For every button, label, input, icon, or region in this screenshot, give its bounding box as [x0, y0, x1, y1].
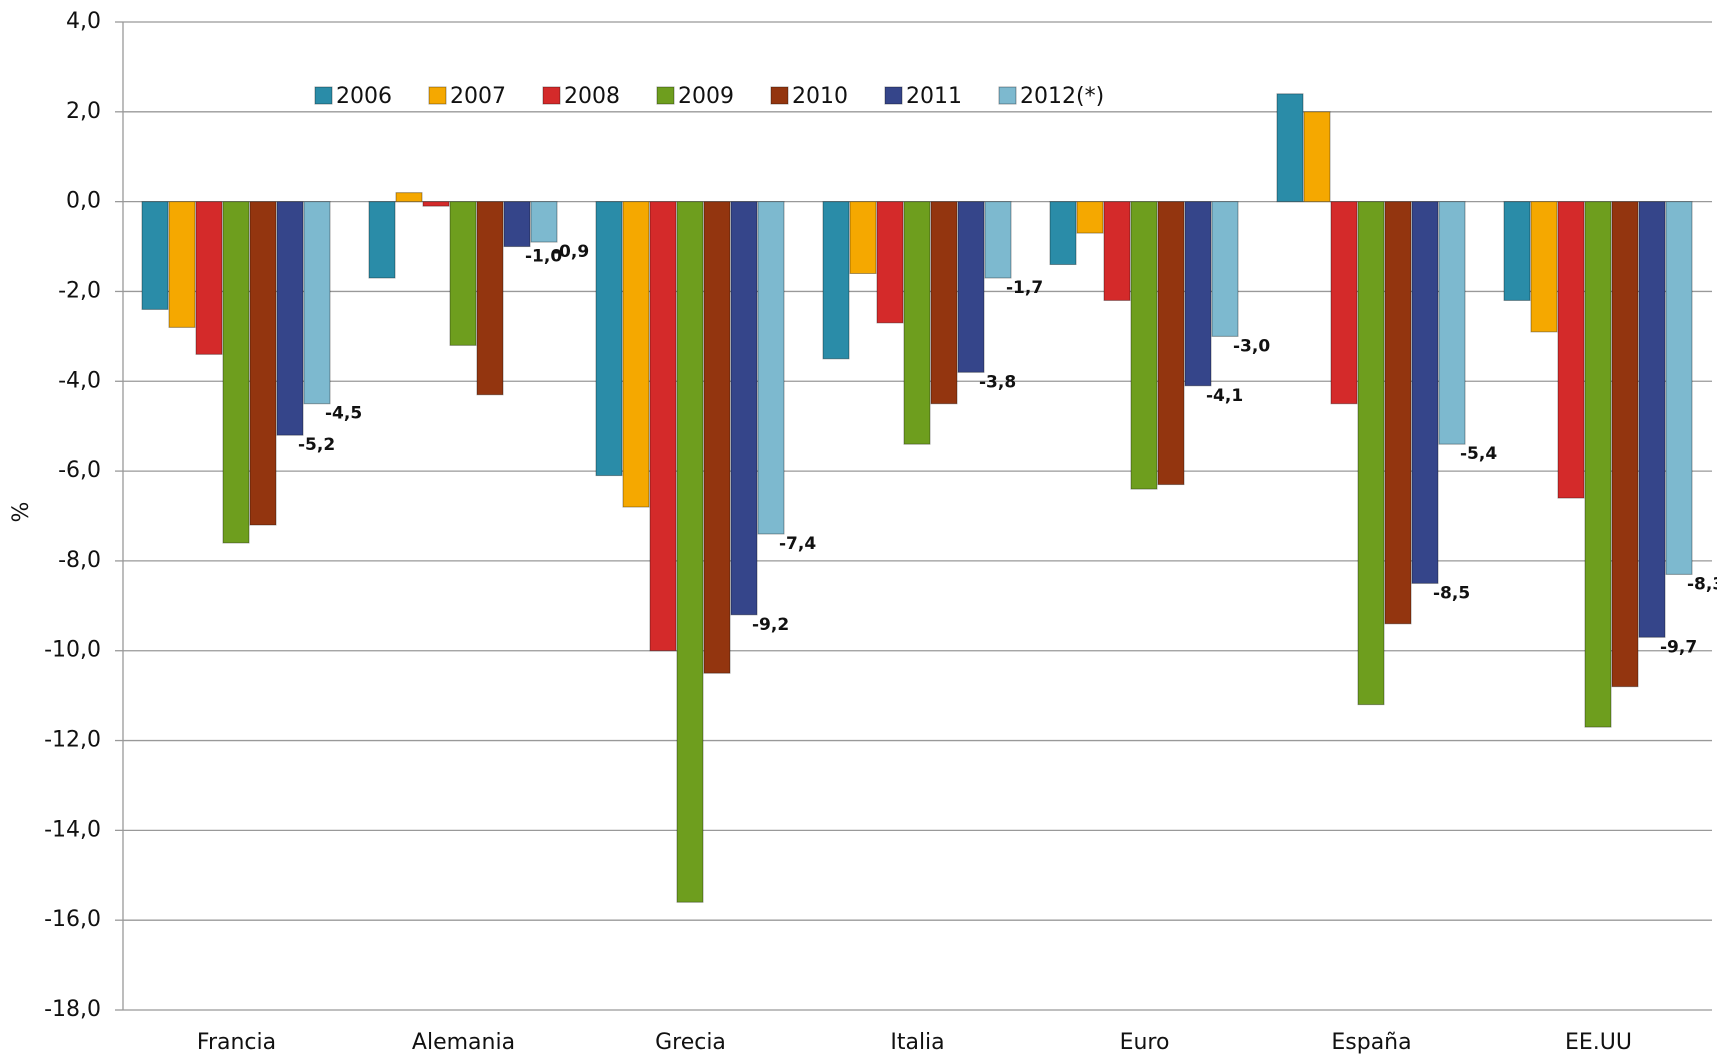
- bar: [622, 201, 650, 508]
- bar: [303, 201, 331, 405]
- x-tick-label: Alemania: [412, 1030, 515, 1055]
- data-label: -1,7: [1006, 278, 1043, 298]
- y-tick-label: 0,0: [66, 189, 101, 214]
- legend-label: 2012(*): [1020, 84, 1104, 109]
- legend-swatch: [656, 86, 675, 105]
- bar: [168, 201, 196, 328]
- bar: [222, 201, 250, 544]
- legend-label: 2011: [906, 84, 962, 109]
- legend-label: 2009: [678, 84, 734, 109]
- bar: [930, 201, 958, 405]
- x-tick-label: EE.UU: [1565, 1030, 1632, 1055]
- bar: [1557, 201, 1585, 499]
- y-tick-label: -4,0: [58, 368, 101, 393]
- bar: [1411, 201, 1439, 584]
- bar: [1665, 201, 1693, 575]
- bar: [1384, 201, 1412, 625]
- bar: [1211, 201, 1239, 337]
- bar: [503, 201, 531, 248]
- data-label: -5,4: [1460, 444, 1497, 464]
- bar: [1584, 201, 1612, 728]
- legend-swatch: [314, 86, 333, 105]
- legend-swatch: [998, 86, 1017, 105]
- x-tick-label: Euro: [1120, 1030, 1170, 1055]
- bar: [676, 201, 704, 903]
- data-label: -5,2: [298, 435, 335, 455]
- legend-swatch: [428, 86, 447, 105]
- bar: [395, 192, 423, 203]
- bar: [849, 201, 877, 274]
- y-tick-label: -6,0: [58, 458, 101, 483]
- bar: [1611, 201, 1639, 688]
- y-tick-label: -12,0: [44, 728, 101, 753]
- data-label: -7,4: [779, 534, 816, 554]
- data-label: -4,1: [1206, 386, 1243, 406]
- bar: [1303, 111, 1331, 203]
- bar: [449, 201, 477, 346]
- bar: [1438, 201, 1466, 445]
- x-tick-label: España: [1331, 1030, 1411, 1055]
- bar: [822, 201, 850, 360]
- legend-swatch: [542, 86, 561, 105]
- bar: [1638, 201, 1666, 638]
- data-label: -8,3: [1687, 574, 1717, 594]
- bar: [1530, 201, 1558, 333]
- bar: [141, 201, 169, 310]
- y-tick-label: -16,0: [44, 907, 101, 932]
- bar: [649, 201, 677, 652]
- legend-swatch: [884, 86, 903, 105]
- x-tick-label: Francia: [197, 1030, 276, 1055]
- x-tick-label: Grecia: [655, 1030, 726, 1055]
- y-tick-label: 4,0: [66, 9, 101, 34]
- legend-label: 2010: [792, 84, 848, 109]
- y-tick-label: -10,0: [44, 638, 101, 663]
- y-tick-label: -14,0: [44, 817, 101, 842]
- data-label: -9,2: [752, 615, 789, 635]
- legend-label: 2008: [564, 84, 620, 109]
- bar: [957, 201, 985, 373]
- bar: [368, 201, 396, 279]
- y-tick-label: 2,0: [66, 99, 101, 124]
- bar: [195, 201, 223, 355]
- data-label: -1,0: [525, 247, 562, 267]
- bar: [476, 201, 504, 396]
- data-label: -3,0: [1233, 336, 1270, 356]
- bar: [730, 201, 758, 616]
- bar: [1157, 201, 1185, 486]
- data-label: -9,7: [1660, 637, 1697, 657]
- y-tick-label: -18,0: [44, 997, 101, 1022]
- bar: [530, 201, 558, 243]
- legend-label: 2007: [450, 84, 506, 109]
- bar: [984, 201, 1012, 279]
- bar: [1357, 201, 1385, 706]
- bar: [1130, 201, 1158, 490]
- y-tick-label: -2,0: [58, 278, 101, 303]
- legend-swatch: [770, 86, 789, 105]
- bar: [422, 201, 450, 207]
- y-axis-label: %: [9, 502, 34, 523]
- bar: [595, 201, 623, 477]
- bar: [1049, 201, 1077, 266]
- bar: [903, 201, 931, 445]
- bar: [276, 201, 304, 436]
- bar: [1276, 93, 1304, 203]
- data-label: -0,9: [552, 242, 589, 262]
- x-tick-label: Italia: [890, 1030, 944, 1055]
- bar: [757, 201, 785, 535]
- bar: [1103, 201, 1131, 301]
- bar: [876, 201, 904, 324]
- bar: [249, 201, 277, 526]
- bar: [1184, 201, 1212, 387]
- bar: [703, 201, 731, 674]
- bar: [1503, 201, 1531, 301]
- y-tick-label: -8,0: [58, 548, 101, 573]
- legend-label: 2006: [336, 84, 392, 109]
- data-label: -3,8: [979, 372, 1016, 392]
- data-label: -8,5: [1433, 583, 1470, 603]
- bar: [1076, 201, 1104, 234]
- data-label: -4,5: [325, 404, 362, 424]
- bar: [1330, 201, 1358, 405]
